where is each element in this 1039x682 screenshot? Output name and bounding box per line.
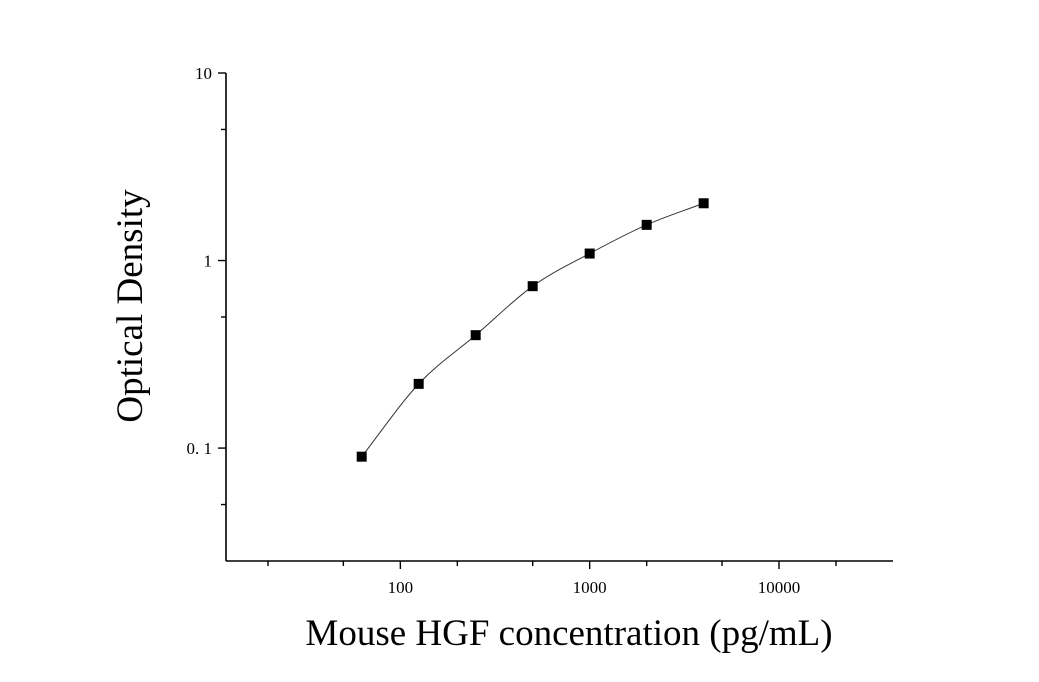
data-point <box>641 219 652 230</box>
data-point <box>470 330 481 341</box>
y-tick-label: 0. 1 <box>187 439 213 458</box>
x-tick-label: 10000 <box>758 578 801 597</box>
y-axis-title: Optical Density <box>110 189 151 423</box>
data-point <box>413 378 424 389</box>
data-point <box>584 248 595 259</box>
data-point <box>527 281 538 292</box>
y-axis-ticks: 0. 1 1 10 <box>187 64 226 506</box>
x-tick-label: 100 <box>388 578 414 597</box>
axes: 0. 1 1 10 100 1000 10000 <box>187 64 893 597</box>
x-tick-label: 1000 <box>573 578 607 597</box>
data-point <box>356 451 367 462</box>
x-axis-ticks: 100 1000 10000 <box>267 561 837 597</box>
x-axis-title: Mouse HGF concentration (pg/mL) <box>305 613 832 654</box>
fit-curve-line <box>361 202 704 457</box>
y-tick-label: 10 <box>195 64 212 83</box>
data-point <box>698 198 709 209</box>
y-tick-label: 1 <box>204 252 213 271</box>
data-points <box>356 198 709 462</box>
